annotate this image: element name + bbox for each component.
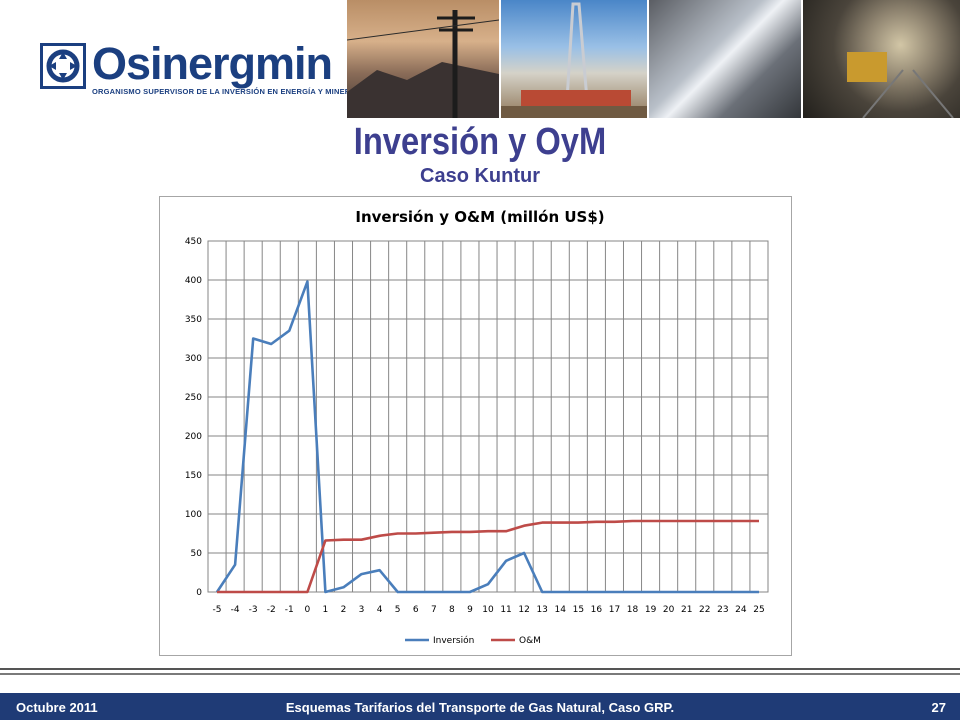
footer-bar: Octubre 2011 Esquemas Tarifarios del Tra… [0,693,960,720]
x-tick-label: 10 [482,605,494,615]
y-tick-label: 300 [185,354,202,364]
x-tick-label: 24 [735,605,747,615]
x-tick-label: 23 [717,605,728,615]
legend-label-0: Inversión [433,635,474,646]
plot-area [207,240,769,593]
series-line-0 [215,280,759,594]
y-tick-label: 200 [185,432,202,442]
osinergmin-emblem-icon [40,43,86,89]
x-tick-label: 19 [645,605,657,615]
page-number: 27 [931,700,946,715]
x-tick-label: -2 [267,605,276,615]
brand-tagline: ORGANISMO SUPERVISOR DE LA INVERSIÓN EN … [92,87,359,96]
x-tick-label: 3 [359,605,365,615]
mine-cart-icon [847,52,954,118]
power-tower-icon [347,10,499,118]
series-line-1 [217,519,759,594]
footer-divider-top [0,668,960,670]
y-tick-label: 0 [196,588,202,598]
x-tick-label: 5 [395,605,401,615]
legend-label-1: O&M [519,636,541,646]
x-tick-label: 11 [500,605,511,615]
x-tick-label: 20 [663,605,675,615]
footer-divider-bottom [0,673,960,675]
y-tick-label: 400 [185,276,202,286]
mine-tunnel-photo [803,0,960,118]
drilling-rig-photo [501,0,647,118]
x-tick-label: -3 [249,605,258,615]
chart-title: Inversión y O&M (millón US$) [355,208,604,226]
x-tick-label: 16 [591,605,603,615]
pipeline-welding-photo [649,0,801,118]
x-tick-label: 6 [413,605,419,615]
y-tick-label: 150 [185,471,202,481]
x-tick-label: 8 [449,605,455,615]
y-tick-label: 450 [185,237,202,247]
y-tick-label: 50 [191,549,203,559]
brand-name: Osinergmin [92,38,333,89]
x-axis-ticks: -5 -4 -3 -2 -1 0 1 2 3 4 5 6 7 8 9 10 11 12 13 14 15 16 17 18 19… [213,605,765,615]
x-tick-label: 1 [323,605,329,615]
chart-legend: Inversión O&M [405,635,541,646]
footer-date: Octubre 2011 [16,700,98,715]
x-tick-label: 17 [609,605,620,615]
x-tick-label: 13 [536,605,547,615]
x-tick-label: 21 [681,605,692,615]
chart-grid [207,240,769,593]
x-tick-label: 4 [377,605,383,615]
drilling-rig-icon [501,2,647,118]
footer-presentation-title: Esquemas Tarifarios del Transporte de Ga… [285,700,675,715]
y-axis-ticks: 0 50 100 150 200 250 300 350 400 450 [185,237,202,598]
x-tick-label: 12 [518,605,529,615]
x-tick-label: 15 [573,605,584,615]
x-tick-label: -1 [285,605,294,615]
osinergmin-logo: Osinergmin ORGANISMO SUPERVISOR DE LA IN… [36,38,358,100]
x-tick-label: 2 [341,605,347,615]
x-tick-label: 14 [555,605,567,615]
x-tick-label: 25 [753,605,764,615]
chart-series [215,280,759,594]
x-tick-label: 18 [627,605,639,615]
x-tick-label: 22 [699,605,710,615]
slide-title: Inversión y OyM [353,121,607,163]
y-tick-label: 100 [185,510,202,520]
y-tick-label: 350 [185,315,202,325]
x-tick-label: 0 [304,605,310,615]
power-lines-photo [347,0,499,118]
chart-container: Inversión y O&M (millón US$) 0 50 100 150 20… [159,196,792,656]
x-tick-label: 9 [467,605,473,615]
header-photo-strip [347,0,960,118]
x-tick-label: 7 [431,605,437,615]
y-tick-label: 250 [185,393,202,403]
x-tick-label: -4 [231,605,240,615]
x-tick-label: -5 [213,605,222,615]
slide-subtitle: Caso Kuntur [420,165,540,187]
line-chart: Inversión y O&M (millón US$) 05010015020… [185,208,769,646]
